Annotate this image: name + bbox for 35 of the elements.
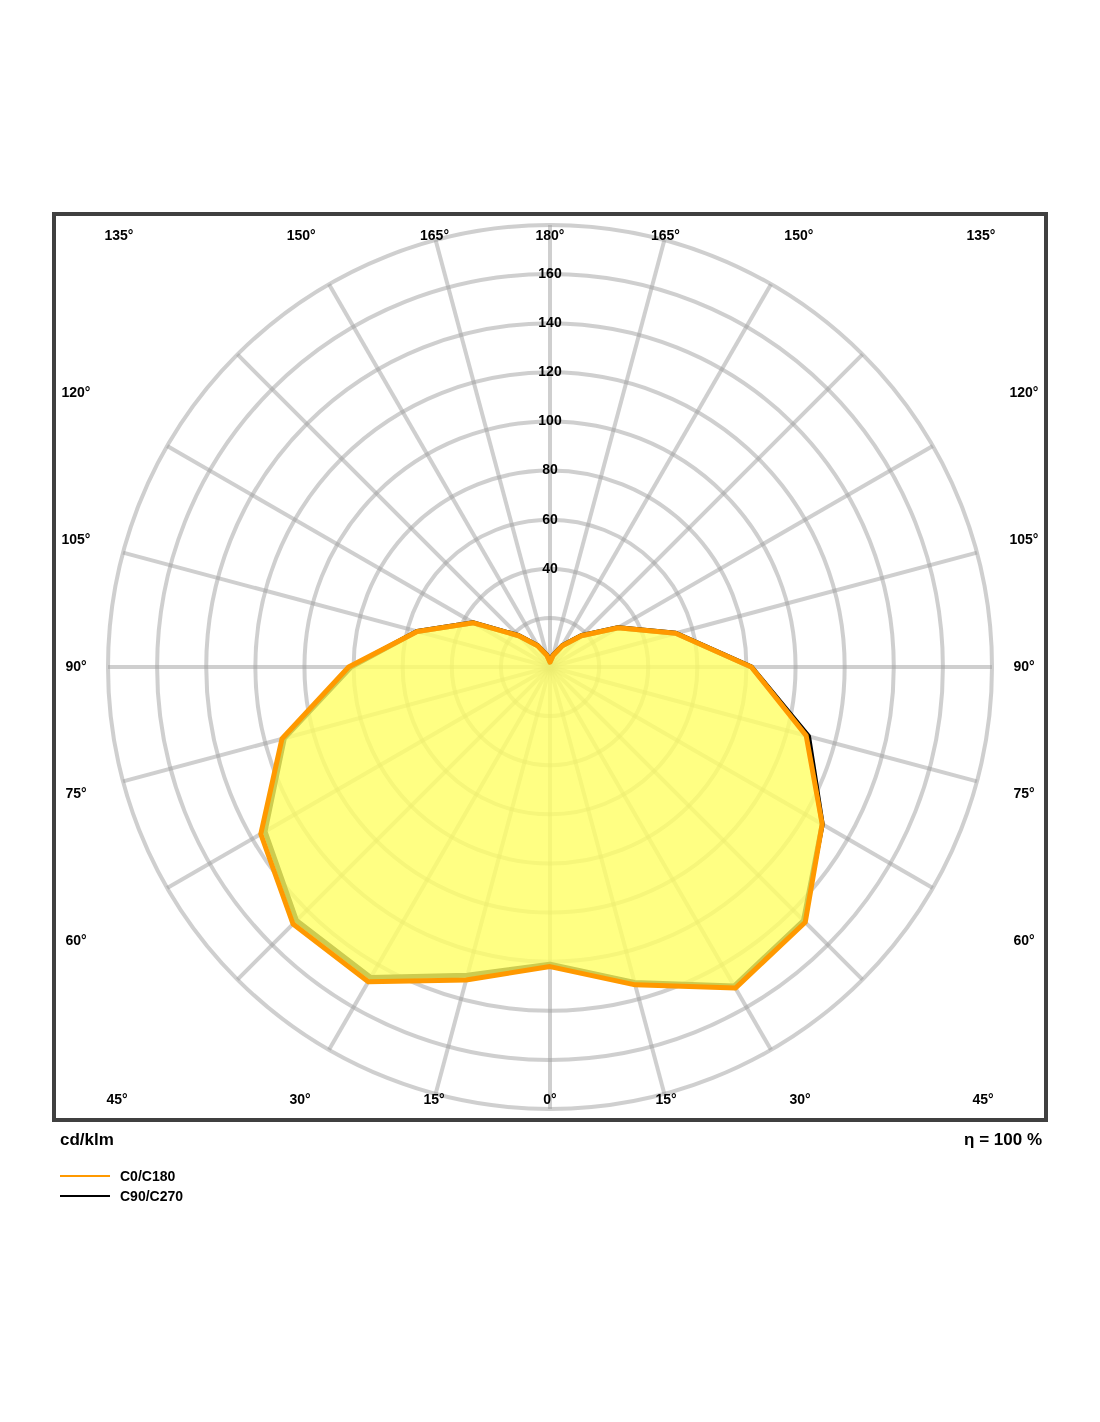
y-tick-label: 60 <box>542 510 558 527</box>
spoke-label: 165° <box>651 226 680 243</box>
spoke-label: 45° <box>106 1090 128 1107</box>
spoke-label: 30° <box>789 1090 811 1107</box>
text: cd/klm <box>60 1130 114 1150</box>
spoke-label: 180° <box>535 226 565 243</box>
spoke-label: 135° <box>104 226 134 243</box>
spoke-label: 90° <box>1013 657 1035 674</box>
y-tick-label: 160 <box>538 264 562 281</box>
spoke-label: 135° <box>966 226 996 243</box>
spoke-label: 60° <box>1013 931 1035 948</box>
spoke-label: 105° <box>1009 530 1039 547</box>
spoke-label: 165° <box>420 226 449 243</box>
legend-label: C90/C270 <box>119 1187 184 1206</box>
spoke-label: 105° <box>61 530 91 547</box>
y-tick-label: 100 <box>538 412 562 429</box>
text: η = 100 % <box>964 1130 1042 1150</box>
spoke-label: 60° <box>65 931 87 948</box>
spoke-label: 75° <box>1013 784 1035 801</box>
spoke-label: 15° <box>423 1090 445 1107</box>
spoke-label: 120° <box>1009 384 1039 401</box>
spoke-label: 30° <box>289 1090 311 1107</box>
spoke-label: 15° <box>655 1090 677 1107</box>
spoke-label: 150° <box>784 226 814 243</box>
spoke-label: 150° <box>286 226 316 243</box>
y-tick-label: 80 <box>542 461 558 478</box>
y-tick-label: 120 <box>538 363 562 380</box>
spoke-label: 120° <box>61 384 91 401</box>
spoke-label: 45° <box>972 1090 994 1107</box>
spoke-label: 0° <box>543 1090 557 1107</box>
spoke-label: 90° <box>65 657 87 674</box>
spoke-label: 75° <box>65 784 87 801</box>
y-tick-label: 40 <box>542 559 558 576</box>
legend-label: C0/C180 <box>119 1167 177 1186</box>
y-tick-label: 140 <box>538 314 562 331</box>
